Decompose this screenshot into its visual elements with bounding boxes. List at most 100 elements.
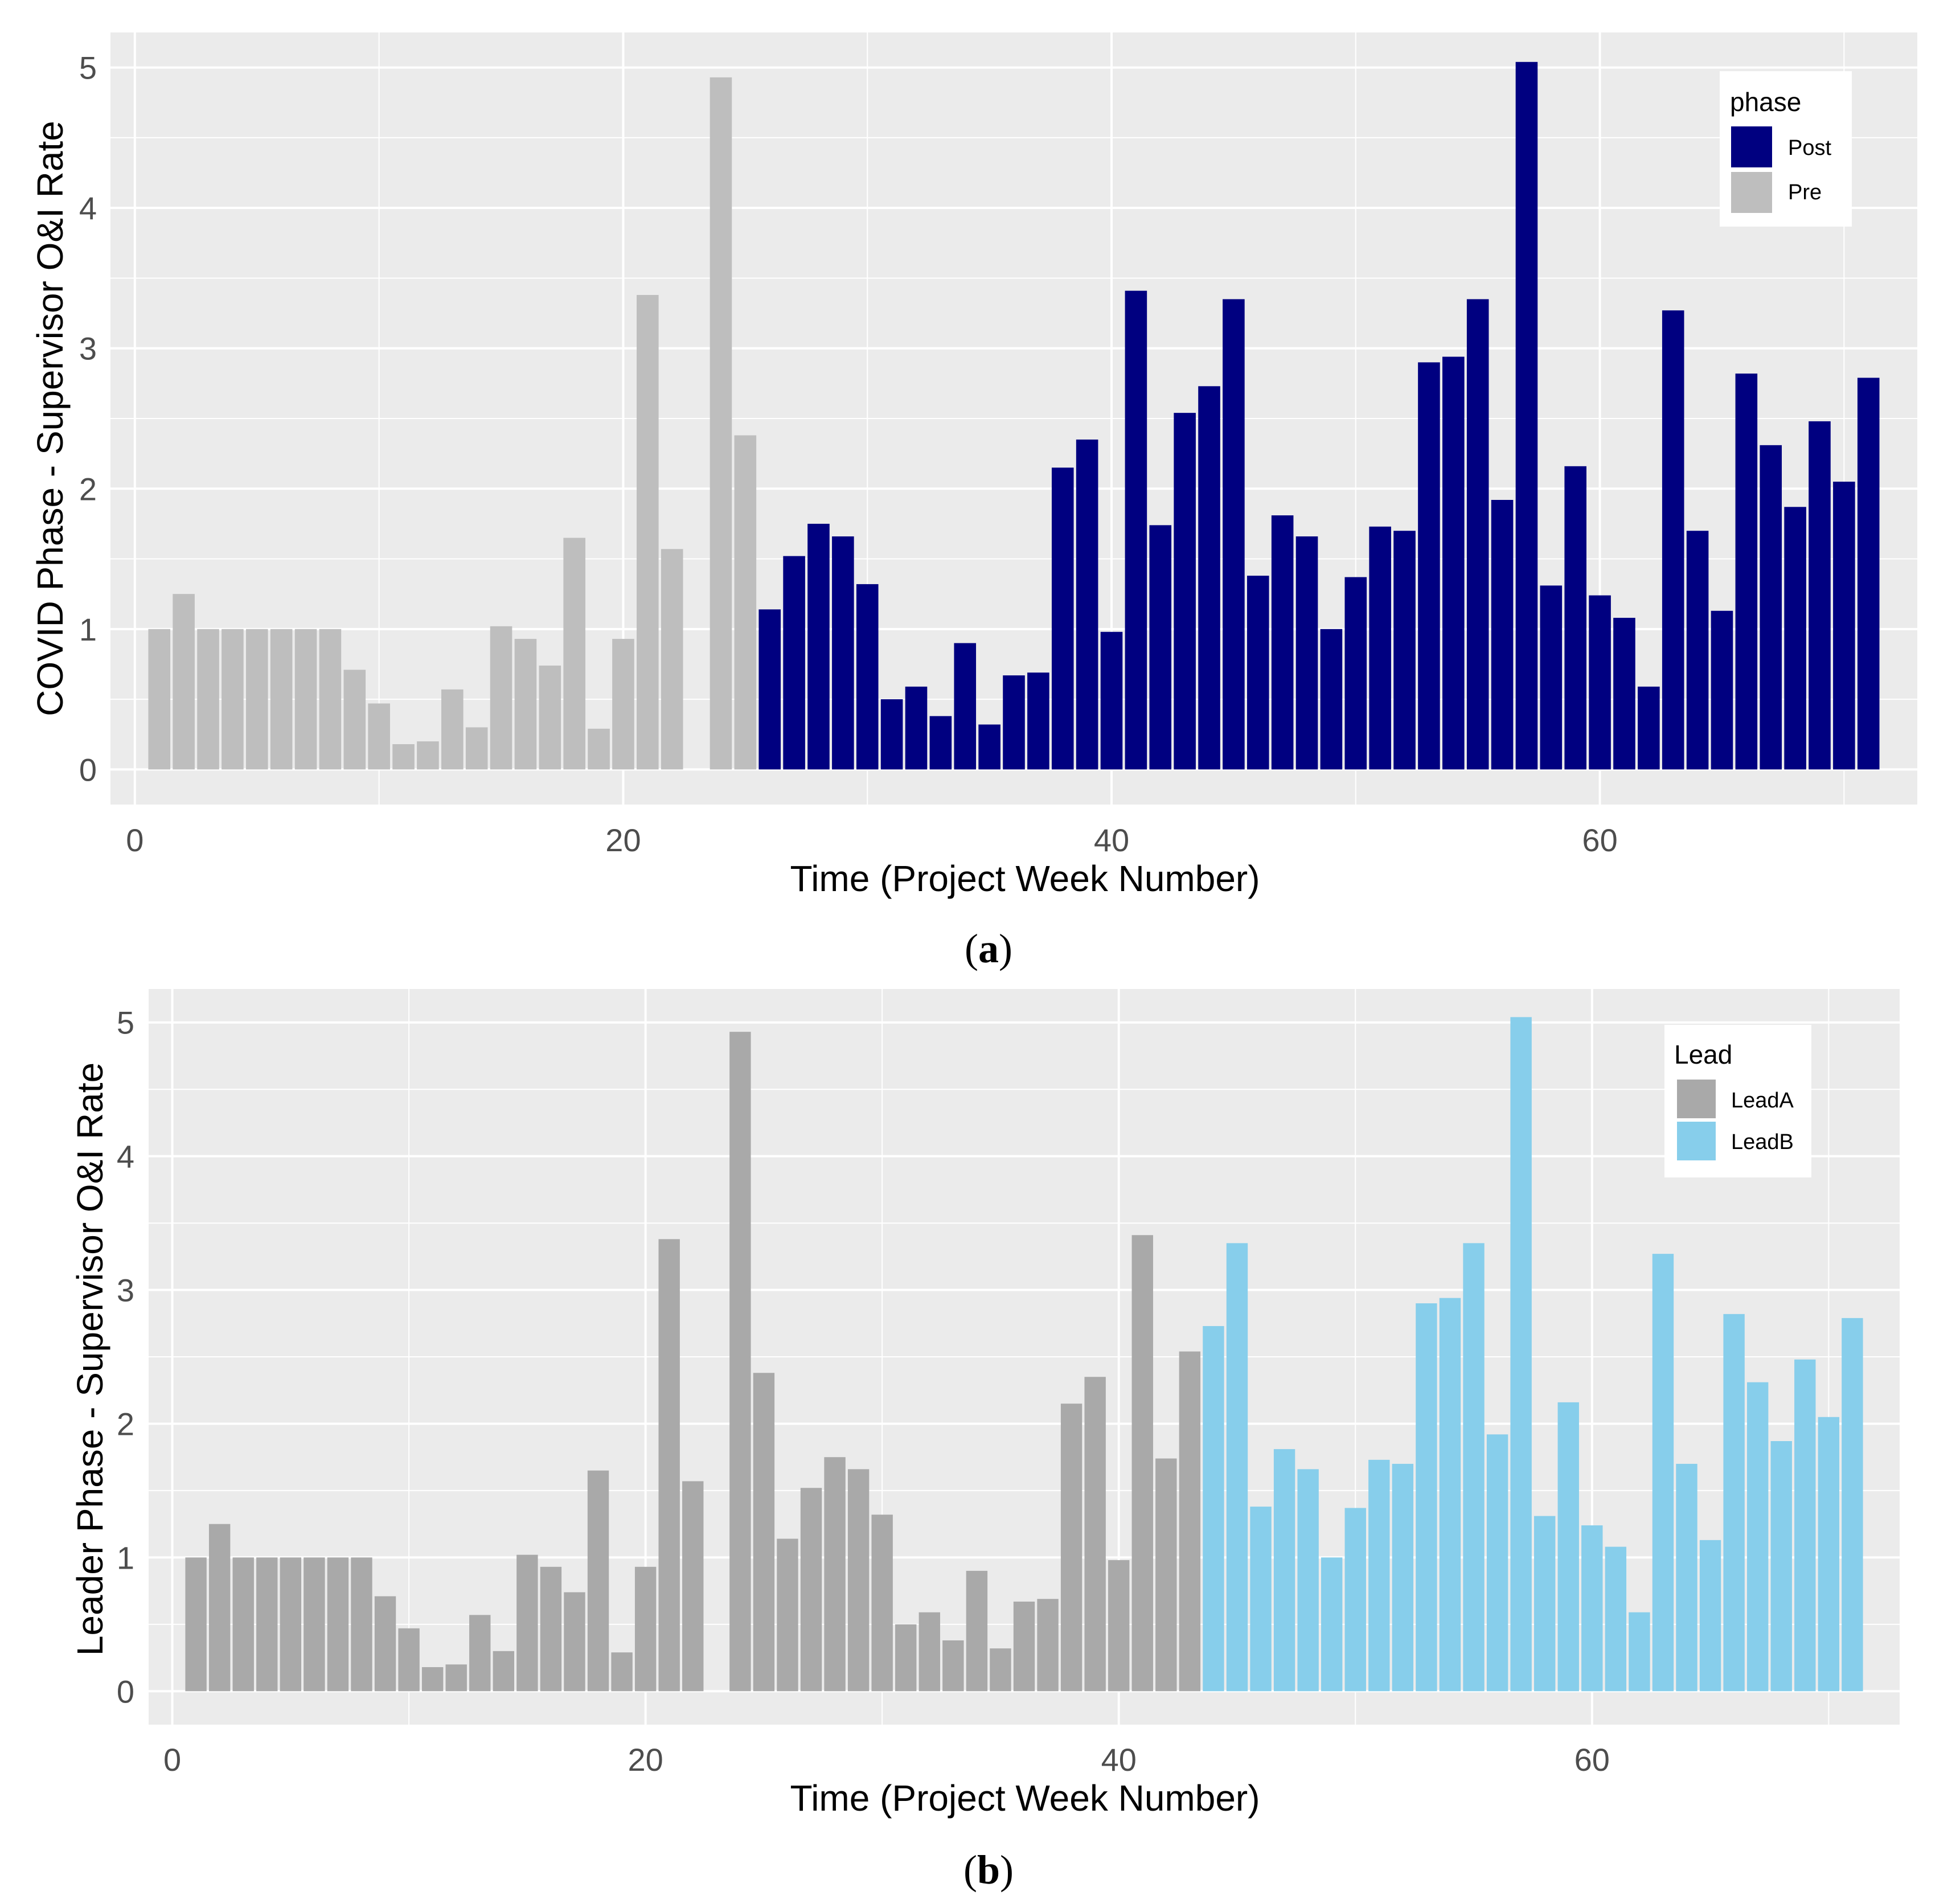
bar-week-34 [966,1570,988,1692]
bar-week-38 [1051,467,1074,770]
bar-week-3 [232,1557,254,1692]
bar-week-53 [1418,362,1440,770]
bar-week-31 [880,699,903,770]
bar-week-8 [319,629,342,770]
bar-week-9 [374,1596,396,1692]
chart-a: 0 1 2 3 4 5 0 20 40 60 Time (Project Week Number… [30,32,1917,971]
legend-key-post [1731,126,1772,167]
bar-week-56 [1486,1434,1508,1692]
y-tick-labels-a: 0 1 2 3 4 5 [79,50,97,788]
bar-week-63 [1652,1254,1674,1692]
legend-label-leadA: LeadA [1731,1089,1794,1113]
bar-week-39 [1084,1377,1106,1692]
bar-week-29 [832,536,854,770]
legend-title-a: phase [1730,87,1801,117]
bar-week-35 [978,724,1000,770]
bar-week-26 [777,1538,798,1692]
bar-week-69 [1794,1359,1816,1692]
bar-week-11 [421,1667,444,1692]
legend-label-post: Post [1788,136,1831,160]
bar-week-18 [563,537,585,770]
chart-b: 0 1 2 3 4 5 0 20 40 60 Time (Project Week Number… [69,989,1900,1893]
bar-week-2 [208,1524,231,1692]
bar-week-14 [465,727,488,770]
bar-week-37 [1037,1599,1059,1692]
bar-week-49 [1320,629,1343,770]
bar-week-52 [1393,531,1416,770]
bar-week-54 [1442,356,1465,770]
bar-week-65 [1711,610,1733,770]
legend-b: Lead LeadA LeadB [1664,1025,1811,1177]
bar-week-71 [1857,377,1880,770]
bar-week-24 [729,1032,751,1692]
bar-week-64 [1686,531,1709,770]
y-tick-label: 2 [117,1406,134,1442]
bar-week-11 [392,744,415,770]
bar-week-59 [1557,1402,1579,1692]
bar-week-36 [1013,1601,1035,1692]
x-tick-label: 0 [163,1742,181,1778]
bar-week-30 [871,1515,893,1692]
bar-week-27 [800,1488,822,1692]
bar-week-62 [1638,686,1660,770]
bar-week-39 [1076,439,1098,770]
bar-week-25 [753,1373,775,1692]
bar-week-6 [270,629,293,770]
caption-b: (b) [963,1847,1014,1893]
y-tick-label: 4 [117,1139,134,1175]
bar-week-64 [1676,1463,1697,1692]
bar-week-55 [1463,1243,1485,1692]
bar-week-10 [368,703,390,770]
y-tick-label: 4 [79,190,97,226]
bar-week-47 [1273,1449,1295,1692]
bar-week-51 [1369,526,1391,770]
bar-week-25 [734,435,757,770]
y-tick-label: 5 [79,50,97,86]
bar-week-7 [327,1557,349,1692]
bar-week-63 [1662,310,1684,770]
x-tick-label: 20 [628,1742,663,1778]
bar-week-15 [490,626,512,770]
bar-week-26 [758,609,781,770]
bar-week-28 [807,523,830,770]
bar-week-21 [658,1239,680,1692]
bar-week-22 [682,1481,704,1692]
bar-week-8 [351,1557,372,1692]
bar-week-32 [919,1612,940,1692]
bar-week-37 [1027,672,1049,770]
bar-week-68 [1784,507,1806,770]
bar-week-34 [954,643,977,770]
legend-label-pre: Pre [1788,180,1822,204]
y-tick-label: 5 [117,1005,134,1041]
y-tick-label: 3 [79,331,97,367]
bar-week-33 [929,716,952,770]
bar-week-61 [1605,1546,1627,1692]
bar-week-38 [1060,1404,1082,1692]
legend-label-leadB: LeadB [1731,1130,1794,1154]
bar-week-3 [197,629,219,770]
y-tick-label: 0 [117,1673,134,1709]
bar-week-17 [539,665,561,770]
bar-week-50 [1344,1508,1366,1692]
bar-week-18 [587,1470,609,1692]
bar-week-12 [445,1664,467,1692]
bar-week-69 [1809,421,1831,770]
bar-week-13 [469,1615,491,1692]
bar-week-4 [256,1557,278,1692]
bar-week-7 [294,629,317,770]
bar-week-32 [905,686,928,770]
x-axis-title-b: Time (Project Week Number) [790,1778,1260,1819]
bar-week-5 [280,1557,302,1692]
y-tick-labels-b: 0 1 2 3 4 5 [117,1005,134,1710]
bar-week-60 [1581,1525,1603,1692]
bar-week-70 [1833,481,1855,770]
caption-a: (a) [965,926,1012,971]
bar-week-68 [1770,1441,1792,1692]
bar-week-47 [1271,515,1294,770]
bar-week-31 [895,1624,917,1692]
bar-week-19 [611,1652,633,1692]
y-tick-label: 2 [79,471,97,507]
bar-week-55 [1466,299,1489,770]
bar-week-70 [1818,1417,1840,1692]
